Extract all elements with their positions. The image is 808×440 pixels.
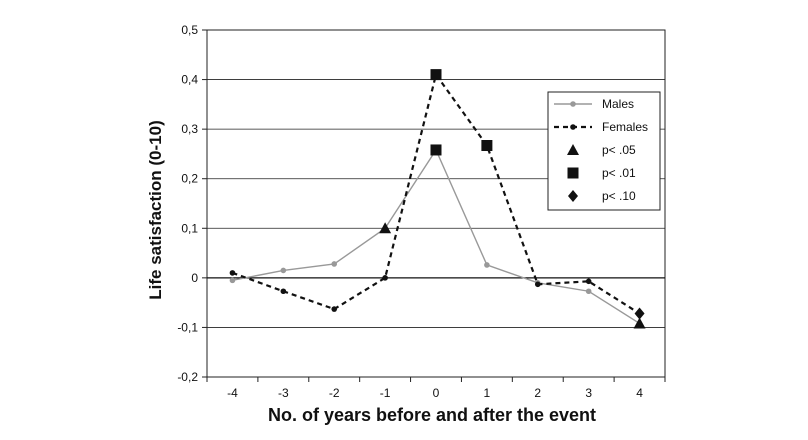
y-tick-label: -0,2	[177, 370, 198, 384]
data-point	[585, 288, 592, 295]
y-axis-title: Life satisfaction (0-10)	[146, 120, 165, 300]
legend-label: p< .05	[602, 143, 636, 157]
data-point	[382, 275, 388, 281]
y-tick-label: 0,2	[181, 172, 198, 186]
x-tick-label: 4	[636, 386, 643, 400]
significance-marker	[430, 69, 442, 81]
x-tick-label: -1	[380, 386, 391, 400]
legend-point	[570, 101, 576, 107]
x-tick-label: 3	[585, 386, 592, 400]
y-tick-label: -0,1	[177, 320, 198, 334]
data-point	[484, 262, 490, 268]
y-tick-label: 0	[191, 271, 198, 285]
data-point	[280, 288, 287, 295]
legend-label: Males	[602, 97, 634, 111]
y-tick-label: 0,5	[181, 23, 198, 37]
legend: Males Females p< .05 p< .01 p< .10	[547, 91, 661, 211]
series-markers	[229, 69, 646, 329]
x-tick-label: -2	[329, 386, 340, 400]
significance-marker	[634, 307, 645, 320]
axes	[202, 29, 666, 382]
data-point	[229, 277, 236, 284]
x-tick-label: 0	[433, 386, 440, 400]
legend-marker	[567, 144, 579, 155]
data-point	[331, 306, 338, 312]
significance-marker	[379, 222, 392, 234]
data-point	[280, 267, 287, 274]
data-point	[534, 281, 541, 288]
x-tick-label: -3	[278, 386, 289, 400]
x-tick-label: 1	[484, 386, 491, 400]
data-point	[229, 270, 236, 276]
x-tick-label: 2	[534, 386, 541, 400]
x-axis-title: No. of years before and after the event	[268, 405, 596, 425]
significance-marker	[481, 140, 493, 152]
legend-label: p< .10	[602, 189, 636, 203]
y-tick-label: 0,4	[181, 73, 198, 87]
significance-marker	[430, 144, 442, 156]
x-tick-label: -4	[227, 386, 238, 400]
tick-labels: -0,2 -0,1 0 0,1 0,2 0,3 0,4 0,5 -4 -3 -2 -1 0 1 2 3 4	[177, 23, 643, 400]
legend-marker	[567, 167, 579, 179]
legend-label: p< .01	[602, 166, 636, 180]
legend-point	[570, 124, 576, 130]
data-point	[331, 261, 338, 267]
data-point	[585, 278, 592, 285]
legend-box	[547, 91, 661, 211]
series-line-females	[232, 72, 641, 315]
significance-marker	[633, 317, 646, 329]
y-tick-label: 0,3	[181, 122, 198, 136]
y-tick-label: 0,1	[181, 221, 198, 235]
plot-area	[206, 29, 666, 378]
legend-label: Females	[602, 120, 648, 134]
legend-marker	[568, 190, 578, 202]
